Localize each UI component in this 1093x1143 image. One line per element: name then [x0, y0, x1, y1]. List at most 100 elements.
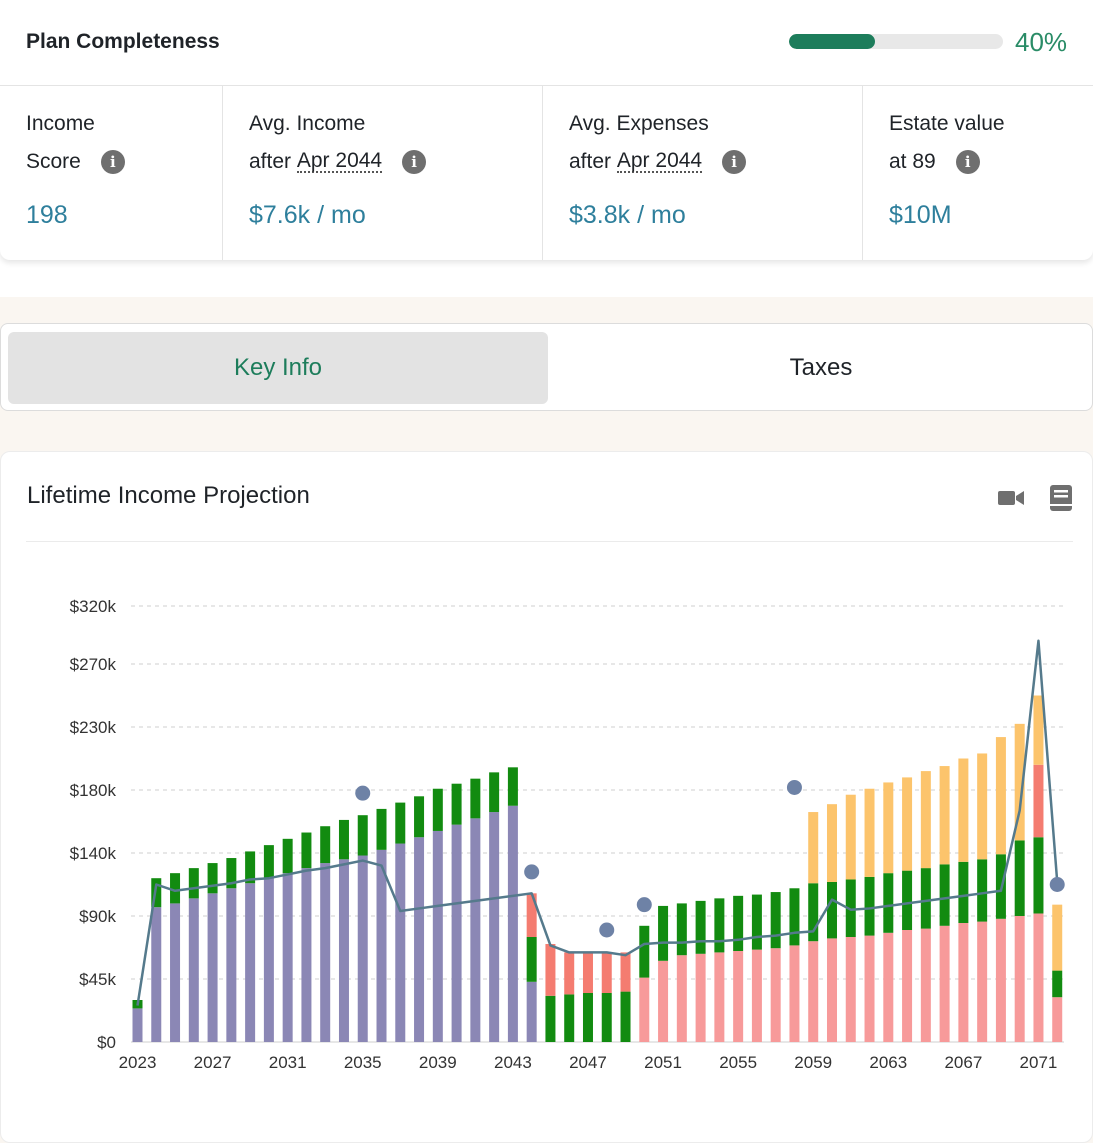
- bar-segment: [1014, 840, 1025, 916]
- bar-segment: [188, 898, 199, 1042]
- bar-segment: [714, 898, 725, 953]
- bar-segment: [470, 818, 481, 1042]
- plan-completeness-row: Plan Completeness 40%: [0, 0, 1093, 86]
- data-point-dot: [355, 785, 371, 801]
- x-tick-label: 2067: [944, 1053, 982, 1072]
- info-icon[interactable]: i: [955, 150, 980, 174]
- bar-segment: [301, 868, 312, 1042]
- bar-segment: [958, 758, 969, 862]
- info-icon[interactable]: i: [402, 150, 427, 174]
- chart-divider: [26, 541, 1073, 542]
- bar-segment: [376, 849, 387, 1042]
- bar-segment: [545, 944, 556, 996]
- bar-segment: [695, 900, 706, 954]
- bar-segment: [395, 843, 406, 1042]
- bar-segment: [170, 903, 181, 1042]
- bar-segment: [939, 864, 950, 926]
- bar-segment: [170, 873, 181, 904]
- y-tick-label: $320k: [70, 597, 117, 616]
- book-icon[interactable]: [1047, 484, 1075, 512]
- bar-segment: [526, 981, 537, 1042]
- video-camera-icon[interactable]: [997, 484, 1025, 512]
- bar-segment: [883, 782, 894, 874]
- bar-segment: [920, 771, 931, 869]
- x-tick-label: 2051: [644, 1053, 682, 1072]
- bar-segment: [808, 883, 819, 942]
- bar-segment: [1052, 970, 1063, 998]
- bar-segment: [226, 888, 237, 1042]
- stat-value: $3.8k / mo: [569, 201, 686, 229]
- bar-segment: [1033, 837, 1044, 914]
- bar-segment: [1014, 723, 1025, 841]
- bar-segment: [864, 935, 875, 1042]
- x-tick-label: 2035: [344, 1053, 382, 1072]
- bar-segment: [132, 1008, 143, 1042]
- bar-segment: [845, 879, 856, 937]
- info-icon[interactable]: i: [722, 150, 747, 174]
- bar-segment: [320, 826, 331, 864]
- stat-sublabel: Score i: [26, 150, 125, 174]
- stat-estate-value: Estate value at 89 i $10M: [863, 86, 1093, 260]
- bar-segment: [414, 796, 425, 838]
- data-point-dot: [1049, 877, 1065, 892]
- bar-segment: [1033, 695, 1044, 765]
- x-tick-label: 2063: [869, 1053, 907, 1072]
- tab-taxes[interactable]: Taxes: [789, 354, 853, 381]
- bar-segment: [676, 955, 687, 1042]
- tab-key-info[interactable]: Key Info: [8, 332, 548, 404]
- bar-segment: [545, 995, 556, 1042]
- bar-segment: [338, 819, 349, 860]
- date-tooltip-trigger[interactable]: Apr 2044: [616, 149, 703, 173]
- bar-segment: [826, 804, 837, 882]
- bar-segment: [451, 824, 462, 1042]
- plan-completeness-title: Plan Completeness: [26, 30, 220, 53]
- bar-segment: [789, 888, 800, 946]
- bar-segment: [939, 766, 950, 865]
- info-icon[interactable]: i: [100, 150, 125, 174]
- stat-value: 198: [26, 201, 68, 229]
- bar-segment: [902, 777, 913, 871]
- bar-segment: [977, 859, 988, 922]
- bar-segment: [658, 905, 669, 961]
- bar-segment: [789, 945, 800, 1042]
- income-line: [136, 639, 1059, 1006]
- bar-segment: [808, 812, 819, 884]
- bar-segment: [601, 993, 612, 1042]
- bar-segment: [620, 991, 631, 1042]
- stat-income-score: Income Score i 198: [0, 86, 223, 260]
- data-point-dot: [524, 864, 540, 880]
- bar-segment: [245, 883, 256, 1042]
- bar-segment: [845, 937, 856, 1042]
- bar-segment: [507, 805, 518, 1042]
- bar-segment: [845, 794, 856, 880]
- bar-segment: [151, 878, 162, 908]
- bar-segment: [526, 937, 537, 982]
- bar-segment: [920, 928, 931, 1042]
- stat-avg-expenses: Avg. Expenses after Apr 2044 i $3.8k / m…: [543, 86, 863, 260]
- bar-segment: [995, 918, 1006, 1042]
- bar-segment: [564, 994, 575, 1042]
- bar-segment: [902, 870, 913, 930]
- bar-segment: [977, 921, 988, 1042]
- bar-segment: [1014, 916, 1025, 1042]
- bar-segment: [939, 925, 950, 1042]
- x-tick-label: 2071: [1020, 1053, 1058, 1072]
- bar-segment: [432, 830, 443, 1042]
- bar-segment: [395, 802, 406, 844]
- bar-segment: [207, 893, 218, 1042]
- x-tick-label: 2047: [569, 1053, 607, 1072]
- date-tooltip-trigger[interactable]: Apr 2044: [296, 149, 383, 173]
- bar-segment: [958, 861, 969, 923]
- bar-segment: [357, 815, 368, 856]
- plan-completeness-progress-bar: [789, 34, 1003, 49]
- bar-segment: [1033, 913, 1044, 1042]
- bar-segment: [263, 845, 274, 879]
- bar-segment: [376, 808, 387, 850]
- plan-completeness-percent: 40%: [1015, 27, 1068, 57]
- y-tick-label: $90k: [79, 907, 116, 926]
- bar-segment: [414, 837, 425, 1042]
- bar-segment: [489, 812, 500, 1042]
- bar-segment: [470, 778, 481, 819]
- bar-segment: [282, 838, 293, 874]
- bar-segment: [883, 932, 894, 1042]
